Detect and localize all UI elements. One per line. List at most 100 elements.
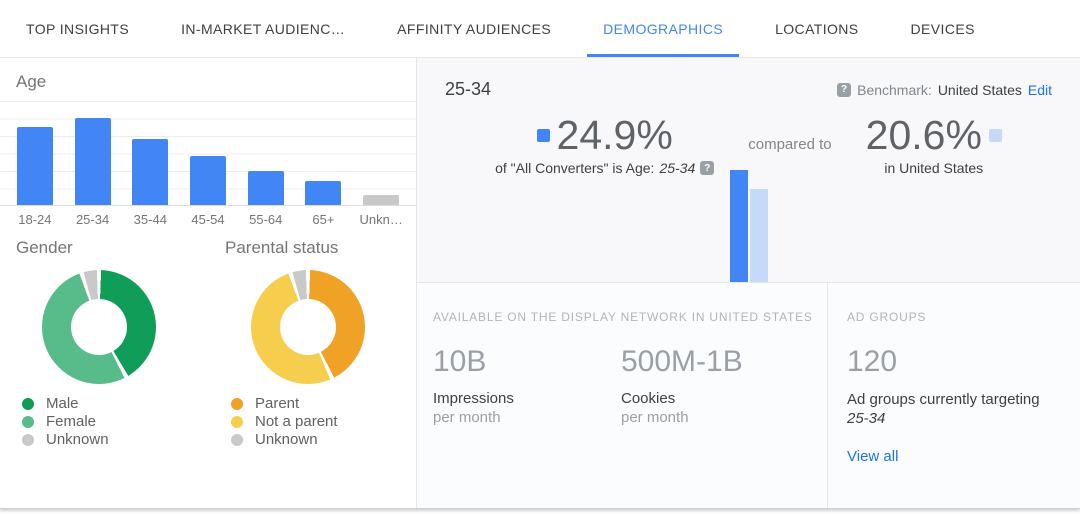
tab-locations[interactable]: LOCATIONS xyxy=(775,20,859,37)
legend-label-male: Male xyxy=(46,395,79,412)
demographics-charts-panel: Age 18-24 25-34 35-44 45-54 55-64 65+ Unkn… Ge… xyxy=(0,58,417,508)
tab-bar: TOP INSIGHTS IN-MARKET AUDIENC… AFFINITY A… xyxy=(0,0,1080,58)
age-bar-18-24[interactable] xyxy=(16,127,53,205)
tab-top-insights[interactable]: TOP INSIGHTS xyxy=(26,20,130,37)
age-bar-unkn[interactable] xyxy=(363,195,400,205)
segment-help-icon[interactable]: ? xyxy=(700,161,715,175)
tab-affinity-audiences[interactable]: AFFINITY AUDIENCES xyxy=(397,20,552,37)
ad-groups-description-text: Ad groups currently targeting xyxy=(847,391,1040,408)
segment-stat-description: of "All Converters" is Age: 25-34 ? xyxy=(495,160,715,176)
age-tick-45-54: 45-54 xyxy=(191,211,225,227)
age-tick-25-34: 25-34 xyxy=(75,211,110,227)
age-section-header: Age xyxy=(0,58,416,101)
cookies-stat: 500M-1B Cookies per month xyxy=(621,345,809,426)
legend-dot-not-a-parent xyxy=(231,416,243,428)
compared-to-label: compared to xyxy=(748,136,832,153)
tab-demographics[interactable]: DEMOGRAPHICS xyxy=(587,0,740,57)
benchmark-stat-value-row: 20.6% xyxy=(866,112,1002,158)
parental-status-donut-chart[interactable] xyxy=(251,270,365,384)
comparison-stats-row: 24.9% of "All Converters" is Age: 25-34 … xyxy=(445,112,1052,176)
age-bar-slot xyxy=(6,101,64,205)
legend-item-unknown: Unknown xyxy=(225,431,416,449)
gender-legend: Male Female Unknown xyxy=(16,395,209,449)
tab-devices[interactable]: DEVICES xyxy=(910,20,975,37)
impressions-value: 10B xyxy=(433,345,487,378)
segment-description-range: 25-34 xyxy=(659,160,696,176)
tab-in-market-audienc[interactable]: IN-MARKET AUDIENC… xyxy=(181,20,346,37)
age-bar-slot xyxy=(121,101,179,205)
age-bar-slot xyxy=(64,101,122,205)
segment-color-swatch xyxy=(536,128,550,142)
gender-section-title: Gender xyxy=(16,238,73,257)
age-bar-slot xyxy=(237,101,295,205)
age-tick-unkn: Unkn… xyxy=(359,211,403,227)
benchmark-value: United States xyxy=(937,81,1022,98)
benchmark-percentage: 20.6% xyxy=(865,112,982,158)
view-all-link[interactable]: View all xyxy=(847,448,899,465)
age-tick-18-24: 18-24 xyxy=(18,211,52,227)
legend-item-female: Female xyxy=(16,413,209,431)
ad-groups-section: AD GROUPS 120 Ad groups currently target… xyxy=(828,283,1080,508)
age-bar-35-44[interactable] xyxy=(132,139,169,205)
age-bar-slot xyxy=(295,101,353,205)
legend-dot-unknown xyxy=(22,434,34,446)
segment-detail-panel: 25-34 ? Benchmark: United States Edit 24… xyxy=(417,58,1080,508)
benchmark-row: ? Benchmark: United States Edit xyxy=(837,82,1052,98)
ad-groups-header: AD GROUPS xyxy=(847,310,927,324)
display-network-stats: 10B Impressions per month 500M-1B Cookie… xyxy=(433,345,817,426)
age-section-title: Age xyxy=(16,72,47,91)
age-tick-35-44: 35-44 xyxy=(133,211,167,227)
benchmark-edit-link[interactable]: Edit xyxy=(1027,81,1052,98)
segment-percentage: 24.9% xyxy=(556,112,673,158)
legend-label-parent: Parent xyxy=(255,395,300,412)
benchmark-help-icon[interactable]: ? xyxy=(837,82,852,97)
legend-dot-parent xyxy=(231,398,243,410)
legend-label-unknown: Unknown xyxy=(46,431,109,448)
gender-section: Gender Male Female Unknown xyxy=(0,238,209,449)
segment-mini-bar xyxy=(729,170,748,282)
segment-stat-value-row: 24.9% xyxy=(536,112,673,158)
parental-status-section-title: Parental status xyxy=(225,238,339,257)
legend-dot-female xyxy=(22,416,34,428)
segment-summary: 25-34 ? Benchmark: United States Edit 24… xyxy=(417,58,1080,283)
legend-item-male: Male xyxy=(16,395,209,413)
ad-groups-count: 120 xyxy=(847,345,898,378)
segment-title: 25-34 xyxy=(445,79,492,99)
legend-item-not-a-parent: Not a parent xyxy=(225,413,416,431)
segment-stat-block: 24.9% of "All Converters" is Age: 25-34 … xyxy=(495,112,715,176)
legend-label-female: Female xyxy=(46,413,97,430)
age-tick-55-64: 55-64 xyxy=(249,211,283,227)
benchmark-stat-description: in United States xyxy=(884,160,984,176)
comparison-mini-chart xyxy=(729,170,768,282)
legend-item-parent: Parent xyxy=(225,395,416,413)
impressions-stat: 10B Impressions per month xyxy=(433,345,621,426)
gender-donut-chart[interactable] xyxy=(42,270,156,384)
donut-charts-row: Gender Male Female Unknown Parental status… xyxy=(0,238,416,449)
age-bar-65[interactable] xyxy=(305,181,342,205)
benchmark-color-swatch xyxy=(988,128,1002,142)
legend-label-unknown: Unknown xyxy=(255,431,318,448)
age-bar-slot xyxy=(179,101,237,205)
legend-item-unknown: Unknown xyxy=(16,431,209,449)
impressions-label: Impressions xyxy=(433,390,514,407)
ad-groups-description: Ad groups currently targeting 25-34 xyxy=(847,390,1066,428)
bottom-info-row: AVAILABLE ON THE DISPLAY NETWORK IN UNIT… xyxy=(417,283,1080,508)
parental-status-section: Parental status Parent Not a parent Unknow… xyxy=(209,238,416,449)
benchmark-label: Benchmark: xyxy=(857,81,932,98)
age-bar-slot xyxy=(352,101,410,205)
benchmark-stat-block: 20.6% in United States xyxy=(866,112,1002,176)
ad-groups-description-range: 25-34 xyxy=(847,410,886,427)
cookies-value: 500M-1B xyxy=(621,345,743,378)
cookies-sublabel: per month xyxy=(621,409,689,426)
segment-description-prefix: of "All Converters" is Age: xyxy=(495,160,655,176)
content-area: Age 18-24 25-34 35-44 45-54 55-64 65+ Unkn… Ge… xyxy=(0,58,1080,508)
segment-summary-header: 25-34 ? Benchmark: United States Edit xyxy=(445,58,1052,100)
age-bar-25-34[interactable] xyxy=(74,118,111,205)
age-bar-45-54[interactable] xyxy=(190,156,227,205)
cookies-label: Cookies xyxy=(621,390,676,407)
parental-status-legend: Parent Not a parent Unknown xyxy=(225,395,416,449)
display-network-section: AVAILABLE ON THE DISPLAY NETWORK IN UNIT… xyxy=(417,283,828,508)
age-bar-55-64[interactable] xyxy=(247,171,284,205)
legend-dot-male xyxy=(22,398,34,410)
